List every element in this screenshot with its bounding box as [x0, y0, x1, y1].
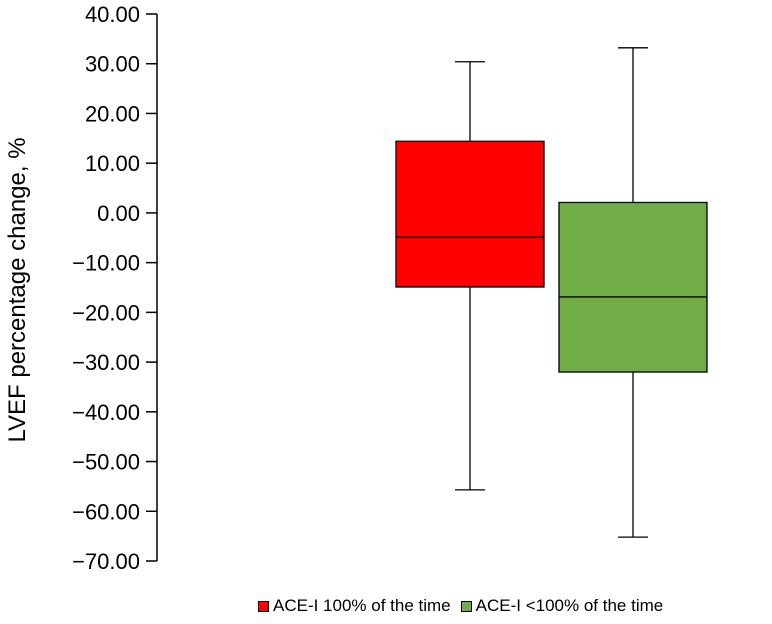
y-axis-ticks: 40.00 30.00 20.00 10.00 0.00 −10.00 −20.00 −30.… [72, 2, 157, 574]
y-tick-label: −40.00 [72, 400, 140, 425]
y-tick-label: −20.00 [72, 300, 140, 325]
y-tick-label: −50.00 [72, 450, 140, 475]
boxes [395, 47, 708, 538]
legend-item-ace-i-100: ACE-I 100% of the time [258, 596, 451, 616]
y-tick-label: 10.00 [85, 151, 140, 176]
y-tick-label: −10.00 [72, 251, 140, 276]
legend-label-ace-i-100: ACE-I 100% of the time [273, 596, 451, 615]
y-tick-label: 30.00 [85, 52, 140, 77]
y-tick-label: −30.00 [72, 350, 140, 375]
y-tick-label: 40.00 [85, 2, 140, 27]
legend-item-ace-i-under-100: ACE-I <100% of the time [460, 596, 664, 616]
box-2 [558, 47, 708, 538]
box-1 [395, 61, 545, 491]
y-axis-title: LVEF percentage change, % [4, 137, 31, 442]
y-tick-label: 0.00 [97, 201, 140, 226]
legend: ACE-I 100% of the time ACE-I <100% of th… [258, 596, 673, 616]
boxplot-chart: 40.00 30.00 20.00 10.00 0.00 −10.00 −20.00 −30.… [4, 2, 708, 574]
y-tick-label: −60.00 [72, 499, 140, 524]
y-tick-label: 20.00 [85, 101, 140, 126]
box-iqr [395, 140, 545, 288]
legend-swatch-ace-i-100 [258, 600, 269, 612]
legend-label-ace-i-under-100: ACE-I <100% of the time [475, 596, 664, 615]
box-iqr [558, 201, 708, 373]
y-tick-label: −70.00 [72, 549, 140, 574]
legend-swatch-ace-i-under-100 [460, 600, 472, 612]
